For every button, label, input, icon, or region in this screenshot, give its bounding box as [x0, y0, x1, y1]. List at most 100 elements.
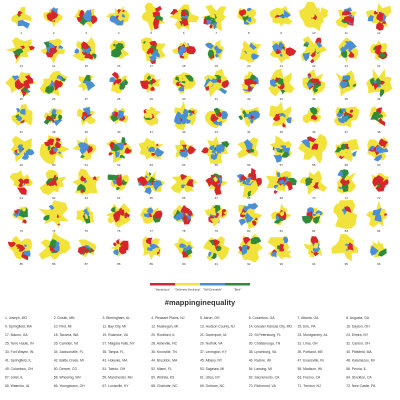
map-number: 34	[312, 97, 316, 101]
map-zone	[212, 21, 218, 30]
map-zone	[278, 41, 285, 48]
map-zone	[112, 180, 117, 185]
city-map: 27	[77, 74, 96, 101]
city-entry: 5. Akron, OH	[200, 316, 220, 320]
legend-label: "Still Desirable"	[203, 288, 222, 292]
map-zone	[84, 248, 89, 254]
map-zone	[342, 115, 349, 122]
map-zone	[274, 77, 279, 83]
city-map: 65	[137, 170, 165, 200]
map-zone	[273, 217, 286, 224]
map-zone	[51, 179, 58, 187]
map-zone	[91, 53, 97, 59]
map-number: 63	[85, 196, 89, 200]
map-number: 73	[20, 229, 24, 233]
map-zone	[13, 152, 21, 156]
map-zone	[121, 137, 126, 145]
city-entry: 19. Roanoke, VA	[103, 333, 129, 337]
city-map: 2	[43, 7, 63, 35]
map-number: 47	[345, 130, 349, 134]
map-zone	[18, 148, 23, 154]
map-zone	[205, 80, 214, 89]
map-zone	[57, 114, 63, 122]
map-zone	[238, 245, 243, 252]
map-zone	[275, 147, 281, 152]
map-zone	[185, 248, 193, 256]
map-zone	[311, 179, 316, 184]
map-zone	[215, 212, 219, 219]
map-zone	[311, 213, 317, 217]
city-entry: 58. Wheeling, WV	[54, 375, 82, 379]
map-zone	[339, 178, 347, 186]
map-zone	[341, 10, 351, 16]
map-zone	[43, 41, 50, 48]
map-zone	[375, 44, 382, 50]
city-map: 7	[201, 4, 227, 35]
city-map: 68	[236, 167, 262, 200]
city-map: 15	[72, 37, 97, 68]
map-number: 14	[52, 64, 56, 68]
city-map: 10	[299, 1, 329, 35]
map-number: 54	[182, 163, 186, 167]
map-number: 25	[20, 97, 24, 101]
map-zone	[23, 79, 31, 90]
map-number: 50	[52, 163, 56, 167]
map-zone	[140, 80, 151, 89]
map-zone	[11, 104, 33, 126]
map-number: 58	[312, 163, 316, 167]
map-zone	[209, 145, 215, 151]
city-map: 13	[5, 37, 35, 68]
city-map: 95	[331, 234, 359, 266]
map-number: 7	[215, 31, 217, 35]
city-entry: 56. Peoria, IL	[346, 367, 366, 371]
city-map: 39	[76, 105, 96, 134]
city-map: 35	[335, 70, 357, 101]
map-zone	[301, 214, 313, 224]
map-zone	[187, 146, 196, 155]
map-zone	[117, 9, 122, 14]
map-zone	[250, 114, 255, 120]
map-zone	[308, 12, 315, 19]
map-zone	[371, 81, 380, 91]
city-map: 77	[140, 206, 163, 233]
map-zone	[276, 113, 280, 118]
map-zone	[238, 219, 247, 226]
map-zone	[310, 51, 316, 58]
city-entry: 52. Miami, FL	[151, 367, 172, 371]
map-zone	[277, 179, 285, 184]
map-zone	[216, 15, 226, 22]
map-zone	[25, 148, 35, 156]
map-zone	[58, 45, 64, 50]
map-number: 21	[280, 64, 284, 68]
city-entry: 49. Columbus, OH	[5, 367, 33, 371]
map-zone	[347, 40, 354, 45]
map-zone	[273, 154, 282, 163]
city-map: 92	[237, 233, 263, 266]
map-zone	[279, 243, 285, 252]
map-number: 95	[345, 262, 349, 266]
map-number: 6	[183, 31, 185, 35]
map-zone	[143, 213, 150, 218]
map-zone	[342, 75, 351, 81]
map-zone	[276, 172, 281, 178]
map-zone	[338, 141, 345, 149]
city-map: 63	[72, 168, 101, 200]
city-entry: 31. Lima, OH	[298, 341, 319, 345]
map-zone	[338, 186, 343, 190]
city-entry: 57. Joliet, IL	[5, 375, 23, 379]
city-map: 18	[171, 41, 196, 68]
map-zone	[21, 152, 29, 160]
map-zone	[213, 245, 217, 249]
map-zone	[182, 250, 190, 258]
map-zone	[139, 180, 143, 184]
map-zone	[242, 84, 254, 92]
map-zone	[243, 21, 250, 25]
map-zone	[372, 207, 382, 216]
map-zone	[47, 145, 51, 151]
map-number: 66	[182, 196, 186, 200]
map-zone	[373, 10, 379, 15]
map-zone	[154, 147, 165, 157]
map-zone	[320, 7, 329, 16]
map-zone	[349, 109, 354, 113]
map-zone	[285, 47, 297, 57]
